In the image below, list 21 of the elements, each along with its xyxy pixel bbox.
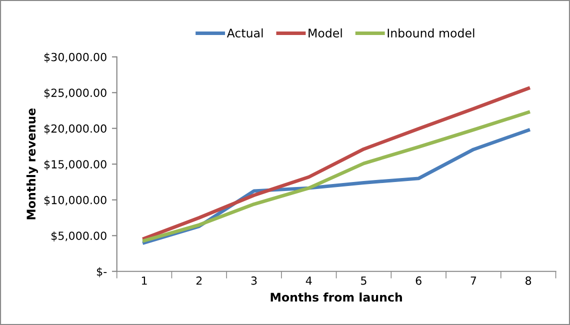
line-series bbox=[142, 86, 530, 240]
y-tick-label: $- bbox=[96, 267, 107, 278]
y-axis-title: Monthly revenue bbox=[26, 108, 38, 220]
legend-label: Inbound model bbox=[388, 28, 474, 38]
y-tick-label: $20,000.00 bbox=[44, 124, 106, 134]
x-tick-label: 5 bbox=[361, 276, 366, 285]
x-tick-label: 6 bbox=[416, 276, 422, 285]
x-tick-label: 1 bbox=[142, 276, 147, 285]
legend-label: Model bbox=[308, 28, 342, 38]
y-tick-label: $5,000.00 bbox=[52, 231, 106, 242]
x-tick-label: 7 bbox=[470, 276, 476, 285]
y-tick-label: $30,000.00 bbox=[44, 52, 106, 63]
legend-label: Actual bbox=[226, 28, 263, 38]
x-axis-title: Months from launch bbox=[270, 292, 402, 302]
y-tick-label: $15,000.00 bbox=[44, 160, 106, 170]
x-tick-label: 2 bbox=[196, 276, 202, 285]
x-tick-label: 3 bbox=[251, 276, 257, 285]
y-tick-label: $10,000.00 bbox=[44, 196, 106, 206]
x-tick-label: 4 bbox=[306, 276, 312, 285]
y-tick-label: $25,000.00 bbox=[44, 88, 106, 98]
x-tick-label: 8 bbox=[526, 276, 532, 285]
